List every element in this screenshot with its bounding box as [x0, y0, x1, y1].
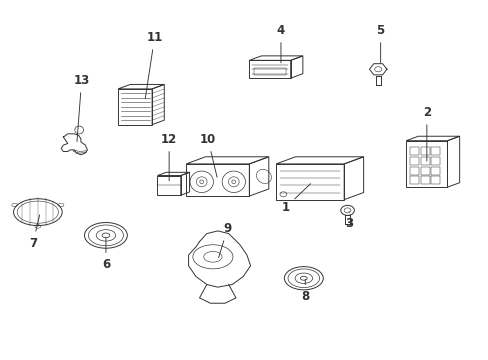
Bar	[409, 157, 418, 165]
Bar	[430, 176, 439, 184]
Bar	[409, 176, 418, 184]
Bar	[420, 157, 428, 165]
Text: 7: 7	[29, 215, 40, 249]
Bar	[430, 167, 439, 175]
Bar	[254, 68, 285, 75]
Text: 2: 2	[422, 106, 430, 161]
Text: 13: 13	[73, 74, 90, 141]
Text: 12: 12	[161, 133, 177, 181]
Text: 11: 11	[145, 31, 163, 99]
Bar	[430, 157, 439, 165]
Bar	[420, 167, 428, 175]
Text: 8: 8	[301, 279, 309, 303]
Text: 9: 9	[218, 222, 231, 258]
Text: 4: 4	[276, 24, 285, 63]
Bar	[430, 148, 439, 156]
Text: 6: 6	[102, 238, 110, 271]
Text: 1: 1	[281, 184, 310, 214]
Bar	[420, 148, 428, 156]
Text: 10: 10	[200, 133, 217, 177]
Bar	[420, 176, 428, 184]
Bar	[409, 148, 418, 156]
Bar	[409, 167, 418, 175]
Text: 5: 5	[376, 24, 384, 63]
Text: 3: 3	[344, 211, 352, 230]
